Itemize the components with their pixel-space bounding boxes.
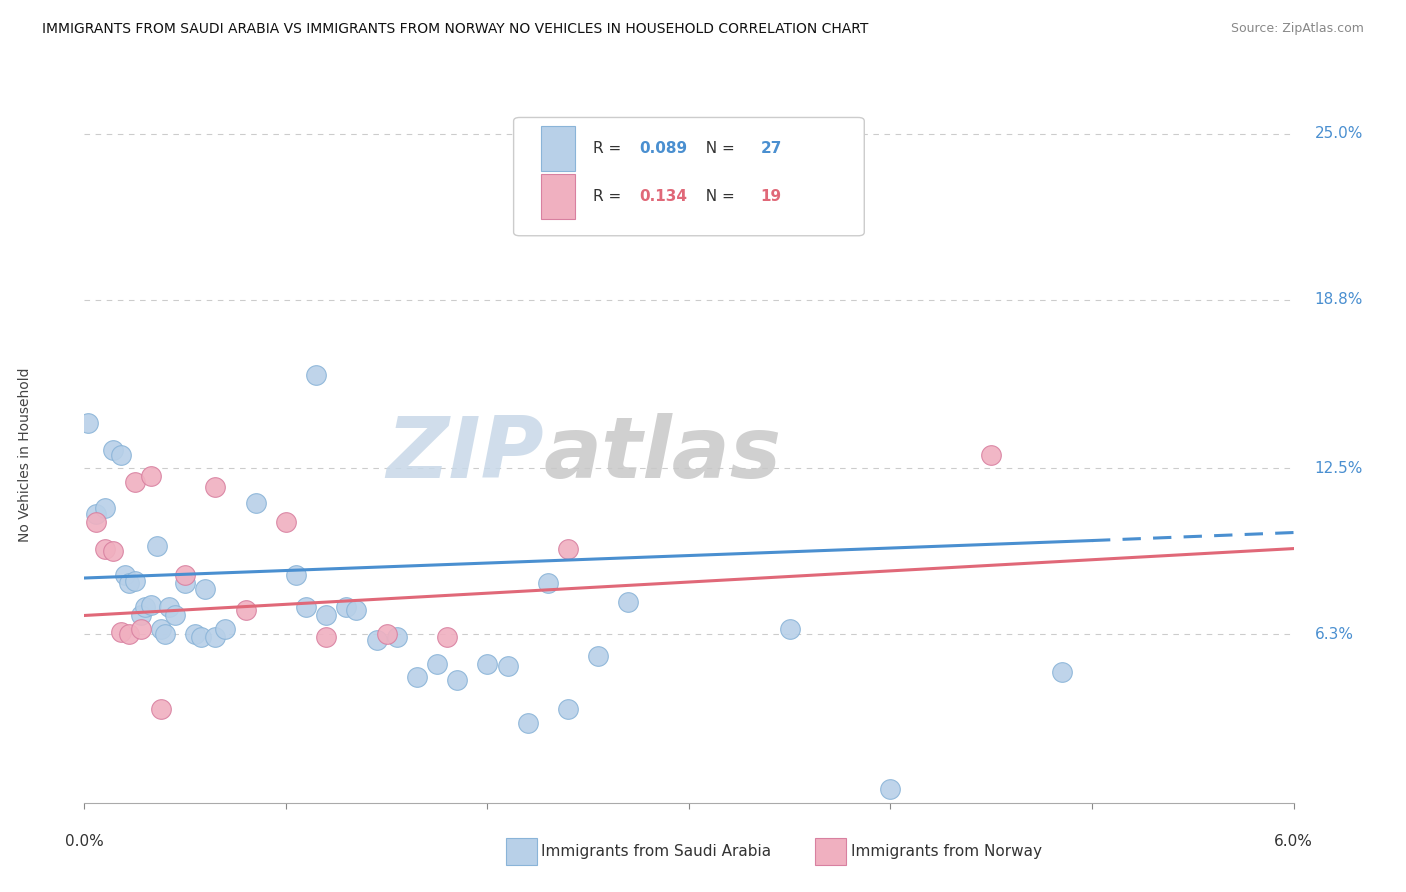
Point bbox=[779, 622, 801, 636]
Point bbox=[315, 608, 337, 623]
Point bbox=[157, 600, 180, 615]
Text: 0.0%: 0.0% bbox=[65, 834, 104, 849]
Point bbox=[284, 568, 308, 582]
Point bbox=[118, 627, 141, 641]
Text: 6.0%: 6.0% bbox=[1274, 834, 1313, 849]
Point bbox=[101, 544, 124, 558]
Text: 18.8%: 18.8% bbox=[1315, 293, 1362, 307]
Point bbox=[124, 475, 146, 489]
Point bbox=[174, 576, 197, 591]
Text: atlas: atlas bbox=[544, 413, 782, 497]
Point bbox=[174, 568, 197, 582]
Point bbox=[149, 702, 172, 716]
Point bbox=[496, 659, 519, 673]
Point bbox=[678, 140, 700, 154]
Point bbox=[214, 622, 236, 636]
Text: 12.5%: 12.5% bbox=[1315, 461, 1362, 475]
Point bbox=[879, 782, 901, 797]
Point bbox=[366, 632, 388, 647]
Text: Immigrants from Saudi Arabia: Immigrants from Saudi Arabia bbox=[541, 845, 772, 859]
Point bbox=[86, 507, 108, 521]
Point bbox=[588, 648, 610, 663]
Point bbox=[146, 539, 169, 553]
Text: 25.0%: 25.0% bbox=[1315, 127, 1362, 141]
Text: No Vehicles in Household: No Vehicles in Household bbox=[18, 368, 32, 542]
Point bbox=[346, 603, 368, 617]
Text: 0.134: 0.134 bbox=[640, 189, 688, 203]
Point bbox=[980, 448, 1002, 462]
Point bbox=[557, 541, 579, 556]
Text: R =: R = bbox=[593, 141, 627, 156]
Point bbox=[163, 608, 186, 623]
Point bbox=[190, 630, 212, 644]
Text: 6.3%: 6.3% bbox=[1315, 627, 1354, 641]
Point bbox=[274, 515, 297, 529]
Point bbox=[375, 627, 398, 641]
Text: ZIP: ZIP bbox=[387, 413, 544, 497]
Point bbox=[235, 603, 257, 617]
Point bbox=[149, 622, 172, 636]
Text: R =: R = bbox=[593, 189, 627, 203]
Point bbox=[436, 630, 458, 644]
Point bbox=[77, 416, 100, 430]
Text: Source: ZipAtlas.com: Source: ZipAtlas.com bbox=[1230, 22, 1364, 36]
Bar bbox=[541, 174, 575, 219]
Point bbox=[110, 448, 132, 462]
Point bbox=[134, 600, 156, 615]
Point bbox=[385, 630, 408, 644]
Text: N =: N = bbox=[696, 141, 740, 156]
Point bbox=[617, 595, 640, 609]
Text: 27: 27 bbox=[761, 141, 782, 156]
Text: 19: 19 bbox=[761, 189, 782, 203]
Point bbox=[1050, 665, 1073, 679]
Point bbox=[114, 568, 136, 582]
Point bbox=[245, 496, 267, 510]
Point bbox=[406, 670, 429, 684]
Point bbox=[153, 627, 176, 641]
Point bbox=[184, 627, 207, 641]
Point bbox=[110, 624, 132, 639]
Text: Immigrants from Norway: Immigrants from Norway bbox=[851, 845, 1042, 859]
Point bbox=[315, 630, 337, 644]
Point bbox=[118, 576, 141, 591]
Point bbox=[477, 657, 499, 671]
Point bbox=[426, 657, 449, 671]
Point bbox=[194, 582, 217, 596]
Point bbox=[86, 515, 108, 529]
Point bbox=[139, 469, 162, 483]
Point bbox=[335, 600, 357, 615]
Text: N =: N = bbox=[696, 189, 740, 203]
Point bbox=[101, 442, 124, 457]
Point bbox=[516, 715, 538, 730]
Point bbox=[93, 541, 115, 556]
Text: 0.089: 0.089 bbox=[640, 141, 688, 156]
Point bbox=[139, 598, 162, 612]
Point bbox=[295, 600, 318, 615]
Point bbox=[537, 576, 560, 591]
Point bbox=[446, 673, 468, 687]
Point bbox=[93, 501, 115, 516]
Point bbox=[305, 368, 328, 382]
Point bbox=[557, 702, 579, 716]
FancyBboxPatch shape bbox=[513, 118, 865, 235]
Point bbox=[129, 622, 152, 636]
Point bbox=[129, 608, 152, 623]
Text: IMMIGRANTS FROM SAUDI ARABIA VS IMMIGRANTS FROM NORWAY NO VEHICLES IN HOUSEHOLD : IMMIGRANTS FROM SAUDI ARABIA VS IMMIGRAN… bbox=[42, 22, 869, 37]
Point bbox=[204, 480, 226, 494]
Point bbox=[204, 630, 226, 644]
Bar bbox=[541, 126, 575, 171]
Point bbox=[124, 574, 146, 588]
